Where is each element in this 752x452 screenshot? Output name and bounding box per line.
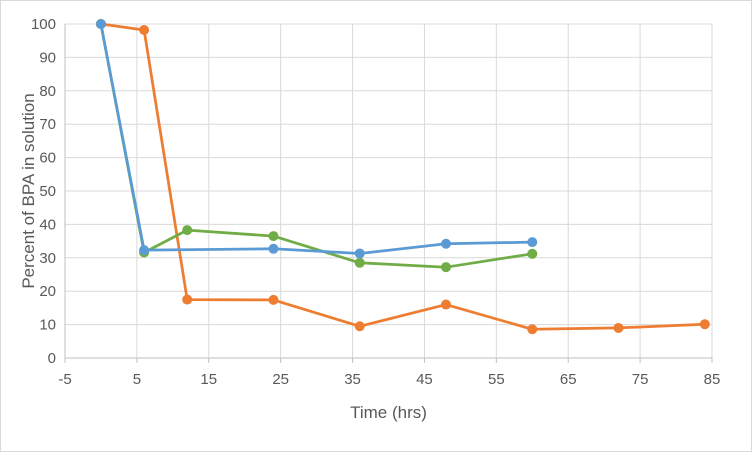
- data-point: [441, 262, 452, 273]
- gridlines: [65, 23, 713, 358]
- y-tick-label: 40: [39, 216, 56, 233]
- series-line: [99, 22, 707, 331]
- data-point: [268, 294, 279, 305]
- x-tick-label: 75: [632, 371, 649, 388]
- y-tick-label: 10: [39, 317, 56, 334]
- data-point: [527, 248, 538, 259]
- series-line: [99, 22, 534, 269]
- y-tick-label: 30: [39, 250, 56, 267]
- x-tick-label: 85: [704, 371, 721, 388]
- data-point: [139, 245, 150, 256]
- data-point: [354, 321, 365, 332]
- data-point: [139, 25, 150, 36]
- axes: [64, 24, 712, 359]
- data-point: [699, 319, 710, 330]
- data-point: [613, 322, 624, 333]
- y-axis-ticks: 0 10 20 30 40 50 60 70 80 90 100: [31, 16, 56, 367]
- x-tick-label: 45: [416, 371, 433, 388]
- series-3: [95, 19, 538, 259]
- data-series: [95, 19, 710, 335]
- y-tick-label: 100: [31, 16, 56, 33]
- x-tick-label: 15: [200, 371, 217, 388]
- data-point: [527, 237, 538, 248]
- data-point: [441, 238, 452, 249]
- data-point: [441, 299, 452, 310]
- data-point: [182, 225, 193, 236]
- y-tick-label: 50: [39, 183, 56, 200]
- y-tick-label: 70: [39, 116, 56, 133]
- series-1: [95, 19, 710, 335]
- data-point: [527, 324, 538, 335]
- data-point: [354, 248, 365, 259]
- y-tick-label: 60: [39, 150, 56, 167]
- x-tick-label: 55: [488, 371, 505, 388]
- x-axis-ticks: -5 5 15 25 35 45 55 65 75 85: [58, 358, 720, 388]
- data-point: [354, 257, 365, 268]
- y-tick-label: 90: [39, 49, 56, 66]
- y-tick-label: 20: [39, 283, 56, 300]
- data-point: [182, 294, 193, 305]
- x-tick-label: -5: [58, 371, 71, 388]
- y-axis-title: Percent of BPA in solution: [19, 93, 38, 288]
- x-axis-title: Time (hrs): [350, 403, 427, 422]
- data-point: [95, 19, 106, 29]
- y-tick-label: 80: [39, 83, 56, 100]
- x-tick-label: 65: [560, 371, 577, 388]
- x-tick-label: 35: [344, 371, 361, 388]
- series-line: [99, 22, 534, 255]
- data-point: [268, 243, 279, 254]
- x-tick-label: 5: [133, 371, 141, 388]
- x-tick-label: 25: [272, 371, 289, 388]
- data-point: [268, 231, 279, 242]
- y-tick-label: 0: [48, 350, 56, 367]
